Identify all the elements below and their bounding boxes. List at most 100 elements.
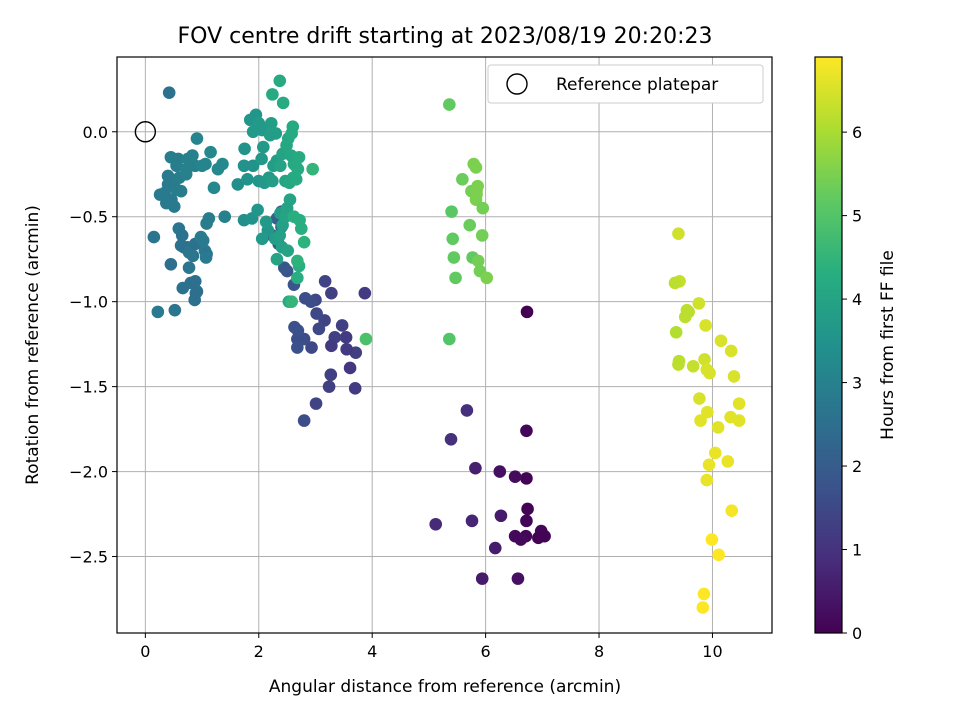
data-point — [310, 307, 323, 320]
data-point — [701, 405, 714, 419]
colorbar-ticks: 0 1 2 3 4 5 6 — [842, 123, 862, 643]
data-point — [343, 361, 357, 375]
data-point — [277, 261, 291, 274]
legend-box — [487, 64, 764, 104]
data-point — [204, 145, 217, 159]
data-point — [475, 572, 489, 585]
data-point — [514, 533, 528, 546]
data-point — [306, 162, 319, 176]
data-point — [174, 184, 188, 198]
colorbar-tick-label: 6 — [852, 123, 862, 142]
data-point — [171, 152, 185, 166]
data-point — [711, 421, 725, 434]
data-point — [520, 514, 533, 528]
colorbar-tick-label: 1 — [852, 541, 862, 560]
data-point — [712, 548, 725, 562]
data-point — [727, 370, 741, 383]
data-point — [273, 229, 287, 242]
data-point — [312, 322, 326, 336]
data-point — [295, 222, 308, 235]
data-point — [280, 139, 293, 152]
data-point — [189, 286, 203, 300]
data-point — [325, 286, 338, 300]
data-point — [207, 181, 221, 195]
data-point — [705, 533, 719, 546]
colorbar-tick-label: 0 — [852, 624, 862, 643]
data-point — [465, 514, 479, 528]
colorbar-gradient — [814, 56, 843, 634]
data-point — [469, 461, 482, 475]
data-point — [508, 470, 522, 483]
data-point — [339, 331, 353, 344]
data-point — [494, 509, 508, 523]
data-point — [672, 227, 685, 241]
data-point — [493, 465, 507, 478]
data-point — [286, 120, 300, 133]
data-point — [692, 297, 706, 310]
data-point — [511, 572, 525, 585]
legend-reference-marker — [506, 73, 528, 95]
data-point — [721, 455, 735, 468]
y-tick-label: −1.0 — [69, 293, 108, 312]
data-point — [237, 159, 251, 173]
data-point — [291, 254, 304, 268]
data-point — [447, 251, 461, 264]
x-tick-label: 4 — [367, 642, 377, 661]
data-point — [693, 392, 706, 405]
data-point — [257, 140, 270, 154]
data-point — [429, 517, 443, 531]
data-point — [324, 368, 338, 382]
data-point — [264, 116, 278, 130]
data-point — [259, 215, 273, 229]
data-point — [520, 472, 533, 485]
y-tick-label: −0.5 — [69, 208, 108, 227]
data-point — [283, 193, 297, 207]
data-point — [298, 291, 312, 305]
data-point — [162, 86, 176, 99]
x-tick-label: 10 — [702, 642, 722, 661]
data-point — [697, 587, 711, 601]
data-point — [469, 161, 483, 174]
data-points — [147, 74, 746, 614]
data-point — [305, 341, 318, 354]
y-tick-label: −1.5 — [69, 378, 108, 397]
data-point — [359, 332, 373, 346]
data-point — [708, 446, 722, 460]
data-point — [255, 152, 268, 166]
data-point — [202, 212, 216, 225]
data-point — [246, 125, 260, 139]
data-point — [463, 218, 477, 232]
data-point — [297, 414, 311, 427]
data-point — [188, 274, 202, 288]
data-point — [255, 232, 269, 246]
data-point — [266, 88, 279, 101]
data-point — [266, 174, 279, 188]
data-point — [668, 276, 682, 290]
y-axis-ticks: 0.0 −0.5 −1.0 −1.5 −2.0 −2.5 — [69, 123, 117, 567]
y-tick-label: −2.5 — [69, 548, 108, 567]
data-point — [241, 173, 254, 186]
data-point — [724, 410, 737, 424]
data-point — [186, 149, 199, 162]
data-point — [520, 424, 533, 438]
data-point — [488, 541, 502, 555]
data-point — [520, 305, 534, 319]
data-point — [281, 244, 294, 257]
data-point — [291, 162, 305, 176]
data-point — [696, 601, 710, 614]
data-point — [698, 353, 711, 366]
data-point — [446, 232, 460, 246]
data-point — [348, 382, 362, 395]
data-point — [449, 271, 462, 285]
data-point — [270, 252, 284, 266]
data-point — [700, 473, 714, 487]
data-point — [732, 397, 746, 410]
data-point — [538, 529, 551, 543]
data-point — [318, 274, 332, 288]
x-tick-label: 0 — [140, 642, 150, 661]
data-point — [151, 305, 165, 319]
data-point — [672, 354, 686, 368]
data-point — [273, 74, 287, 88]
data-point — [686, 359, 700, 373]
